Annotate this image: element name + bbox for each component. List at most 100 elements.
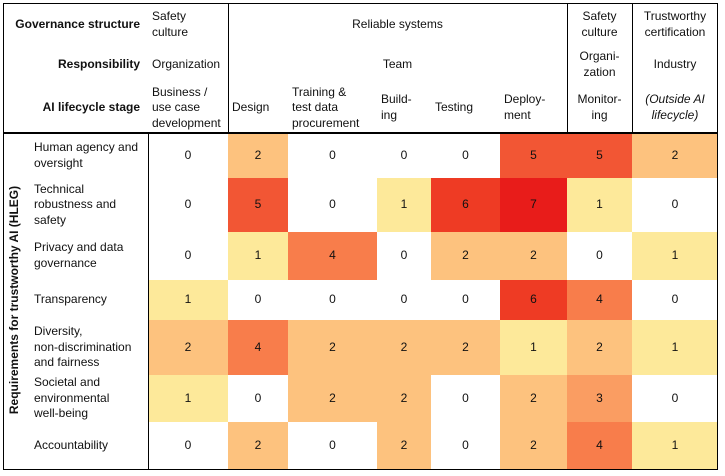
cell-value: 0: [400, 147, 408, 162]
heat-cell: 5: [567, 133, 632, 178]
heat-cell: 4: [567, 422, 632, 470]
cell-value: 2: [400, 390, 408, 405]
heat-cell: 0: [377, 232, 431, 280]
cell-value: 0: [254, 292, 262, 307]
cell-value: 0: [462, 390, 469, 405]
cell-value: 0: [462, 147, 469, 162]
header-row-title: Governance structure: [15, 17, 140, 32]
y-axis-label: Requirements for trustworthy AI (HLEG): [7, 185, 21, 415]
divider: [148, 133, 149, 470]
heat-cell: 0: [377, 280, 431, 320]
heat-cell: 2: [377, 375, 431, 422]
heat-cell: 0: [288, 178, 377, 232]
heat-cell: 0: [288, 133, 377, 178]
heat-cell: 1: [377, 178, 431, 232]
heat-cell: 1: [632, 320, 718, 375]
cell-value: 0: [329, 197, 336, 212]
heat-cell: 0: [632, 280, 718, 320]
cell-value: 0: [184, 147, 192, 162]
cell-value: 0: [400, 248, 408, 263]
cell-value: 0: [671, 390, 679, 405]
cell-value: 6: [462, 197, 469, 212]
heat-cell: 5: [228, 178, 288, 232]
heat-cell: 6: [431, 178, 500, 232]
heat-cell: 1: [567, 178, 632, 232]
cell-value: 1: [671, 339, 679, 354]
heat-cell: 2: [431, 232, 500, 280]
cell-value: 1: [596, 197, 603, 212]
cell-value: 0: [329, 292, 336, 307]
cell-value: 1: [184, 292, 192, 307]
cell-value: 1: [530, 339, 537, 354]
heat-cell: 2: [377, 422, 431, 470]
heat-cell: 0: [567, 232, 632, 280]
stage-label: Monitor- ing: [577, 92, 622, 122]
heat-cell: 2: [500, 422, 567, 470]
cell-value: 0: [184, 197, 192, 212]
heat-cell: 0: [148, 178, 228, 232]
heat-cell: 2: [632, 133, 718, 178]
responsibility-label: Organization: [152, 57, 221, 72]
heat-cell: 7: [500, 178, 567, 232]
header-rule: [3, 132, 718, 134]
governance-label: Safety culture: [152, 9, 189, 39]
cell-value: 1: [400, 197, 408, 212]
cell-value: 0: [462, 438, 469, 453]
heat-cell: 2: [500, 232, 567, 280]
row-label: Technical robustness and safety: [34, 181, 117, 227]
heat-cell: 4: [567, 280, 632, 320]
cell-value: 5: [254, 197, 262, 212]
heat-cell: 1: [228, 232, 288, 280]
stage-label: Design: [232, 100, 270, 115]
stage-label: Build- ing: [381, 92, 412, 122]
heat-cell: 0: [288, 422, 377, 470]
cell-value: 2: [254, 147, 262, 162]
heat-cell: 0: [431, 280, 500, 320]
heat-cell: 2: [377, 320, 431, 375]
cell-value: 0: [254, 390, 262, 405]
heat-cell: 1: [632, 422, 718, 470]
heat-cell: 1: [632, 232, 718, 280]
heat-cell: 0: [228, 280, 288, 320]
row-label: Diversity, non-discrimination and fairne…: [34, 324, 132, 370]
heat-cell: 2: [288, 375, 377, 422]
cell-value: 1: [671, 248, 679, 263]
cell-value: 2: [462, 339, 469, 354]
cell-value: 2: [400, 339, 408, 354]
row-label: Societal and environmental well-being: [34, 375, 110, 421]
heat-cell: 0: [632, 178, 718, 232]
cell-value: 2: [530, 390, 537, 405]
heat-cell: 0: [377, 133, 431, 178]
cell-value: 0: [329, 147, 336, 162]
cell-value: 0: [329, 438, 336, 453]
cell-value: 0: [671, 292, 679, 307]
border: [3, 469, 718, 470]
heat-cell: 2: [431, 320, 500, 375]
cell-value: 2: [530, 438, 537, 453]
heat-cell: 5: [500, 133, 567, 178]
cell-value: 2: [184, 339, 192, 354]
cell-value: 2: [400, 438, 408, 453]
heat-cell: 6: [500, 280, 567, 320]
responsibility-label: Industry: [653, 57, 697, 72]
cell-value: 2: [596, 339, 603, 354]
cell-value: 0: [671, 197, 679, 212]
governance-label: Safety culture: [581, 9, 618, 39]
heat-cell: 2: [500, 375, 567, 422]
stage-label: Testing: [435, 100, 474, 115]
divider: [632, 3, 633, 133]
cell-value: 2: [671, 147, 679, 162]
row-label: Human agency and oversight: [34, 139, 139, 170]
heat-cell: 4: [228, 320, 288, 375]
cell-value: 2: [329, 390, 336, 405]
cell-value: 5: [530, 147, 537, 162]
row-label: Transparency: [34, 292, 107, 307]
cell-value: 4: [329, 248, 336, 263]
cell-value: 4: [254, 339, 262, 354]
heat-cell: 0: [431, 375, 500, 422]
cell-value: 2: [254, 438, 262, 453]
heat-cell: 2: [288, 320, 377, 375]
divider: [567, 3, 568, 133]
cell-value: 0: [462, 292, 469, 307]
